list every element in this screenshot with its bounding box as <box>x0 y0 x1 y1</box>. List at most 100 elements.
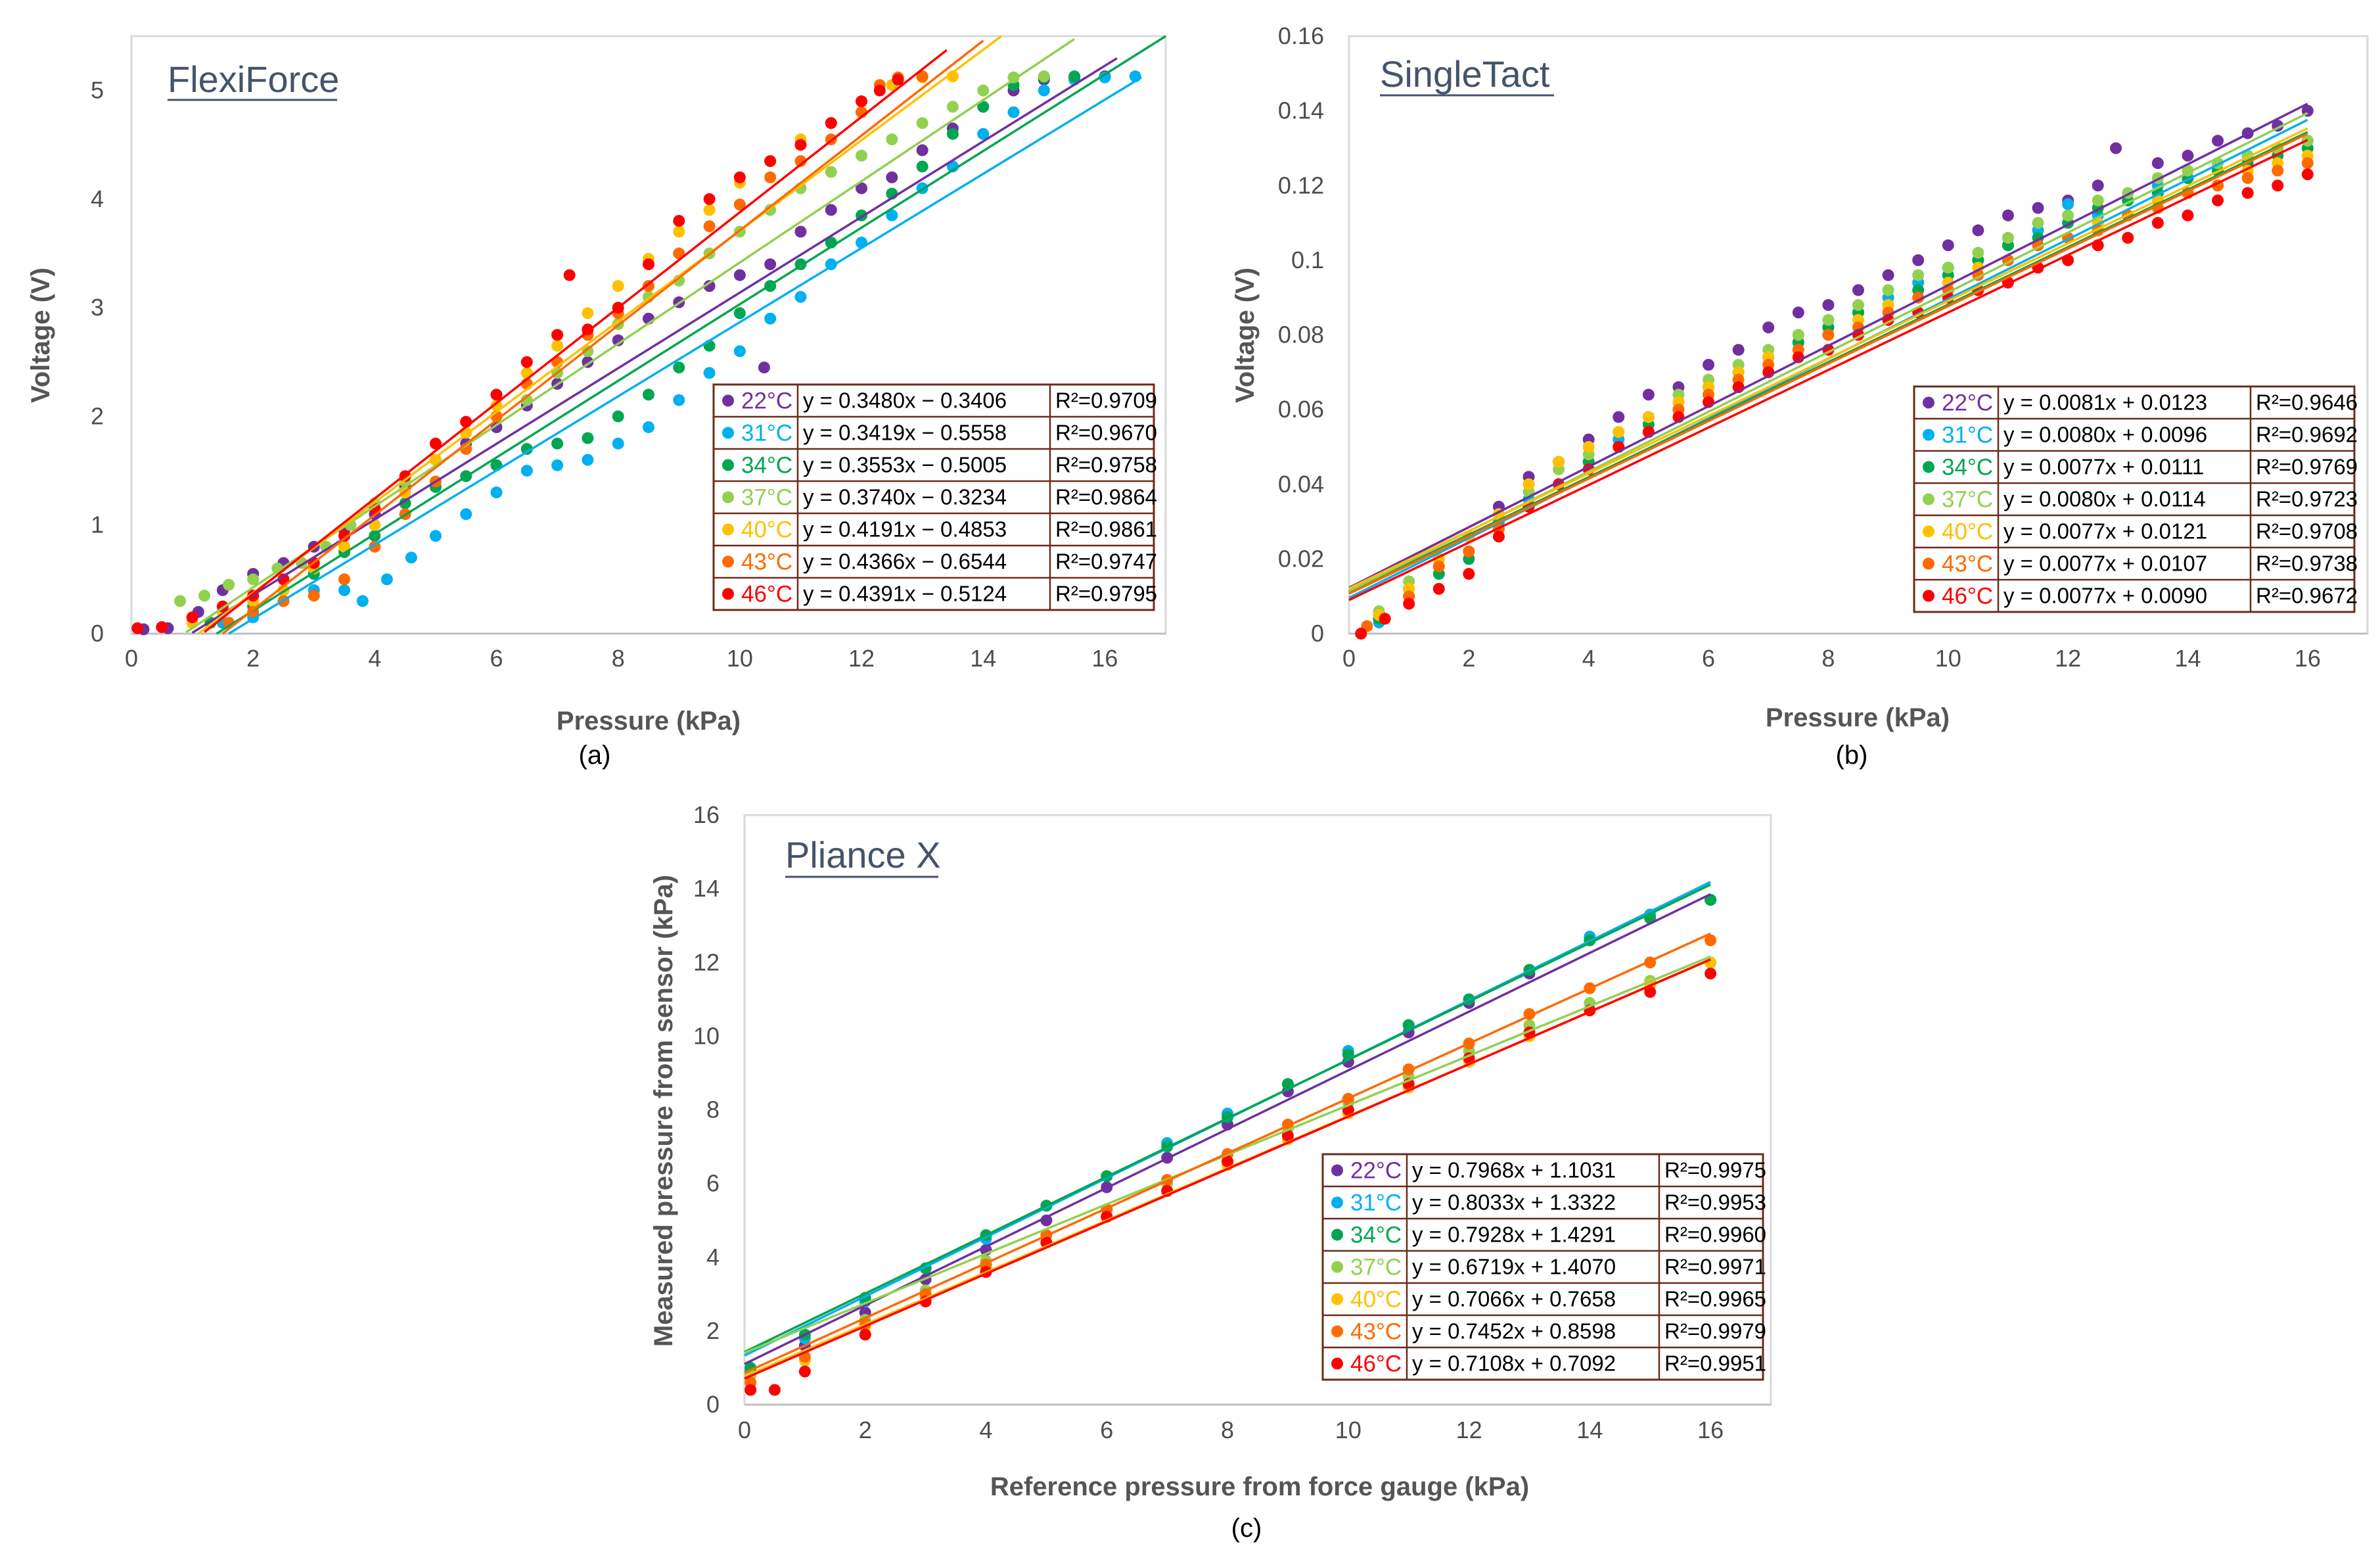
data-point <box>2301 157 2314 170</box>
x-tick-label: 12 <box>848 645 875 672</box>
x-tick-label: 2 <box>859 1416 872 1443</box>
data-point <box>1613 411 1625 423</box>
legend-series-name: 22°C <box>741 388 792 414</box>
data-point <box>429 530 442 542</box>
data-point <box>1492 530 1505 543</box>
legend-series-name: 46°C <box>1350 1351 1402 1377</box>
data-point <box>1705 934 1717 947</box>
legend-equation: y = 0.0081x + 0.0123 <box>2003 390 2207 415</box>
x-tick-label: 2 <box>246 645 260 672</box>
data-point <box>643 258 654 271</box>
data-point <box>1281 1129 1294 1142</box>
data-point <box>2092 179 2104 192</box>
x-tick-label: 12 <box>1456 1416 1482 1443</box>
legend-series-name: 37°C <box>741 485 792 511</box>
data-point <box>1972 246 1984 259</box>
data-point <box>2002 209 2014 222</box>
data-point <box>2212 135 2224 147</box>
legend-series-name: 43°C <box>1350 1319 1402 1345</box>
data-point <box>612 334 624 346</box>
data-point <box>2241 187 2254 199</box>
data-point <box>643 280 654 292</box>
data-point <box>794 291 807 303</box>
x-tick-labels: 0 2 4 6 8 10 12 14 16 <box>1342 645 2321 672</box>
data-point <box>551 459 564 471</box>
data-point <box>1822 329 1835 341</box>
data-point <box>764 258 777 271</box>
y-tick-label: 2 <box>706 1317 720 1344</box>
data-point <box>1038 84 1050 97</box>
x-tick-label: 10 <box>1335 1416 1362 1443</box>
trend-line <box>744 883 1711 1353</box>
y-tick-label: 1 <box>91 511 104 538</box>
data-point <box>405 551 417 564</box>
data-point <box>892 74 904 86</box>
x-axis-label: Pressure (kPa) <box>1766 703 1950 732</box>
data-point <box>2062 209 2074 222</box>
legend-series-name: 43°C <box>741 550 792 575</box>
chart-title: FlexiForce <box>168 58 339 100</box>
data-point <box>794 155 807 168</box>
legend-marker <box>1331 1164 1343 1177</box>
data-point <box>2182 209 2194 222</box>
legend-equation: y = 0.0077x + 0.0090 <box>2003 584 2207 608</box>
data-point <box>460 508 472 521</box>
x-tick-label: 8 <box>1221 1416 1234 1443</box>
legend-r-squared: R²=0.9723 <box>2256 487 2358 511</box>
legend-r-squared: R²=0.9747 <box>1055 550 1157 574</box>
legend-marker <box>1331 1228 1343 1241</box>
data-point <box>380 573 393 586</box>
legend-r-squared: R²=0.9979 <box>1664 1319 1766 1344</box>
data-point <box>794 139 807 151</box>
y-tick-labels: 0 1 2 3 4 5 <box>91 77 104 647</box>
y-tick-label: 5 <box>91 77 104 104</box>
panel-caption: (a) <box>579 741 611 770</box>
legend-r-squared: R²=0.9758 <box>1055 453 1157 477</box>
data-point <box>612 280 624 292</box>
trend-lines <box>1348 103 2308 601</box>
data-point <box>1099 71 1111 83</box>
trend-line <box>1348 132 2308 595</box>
x-tick-label: 2 <box>1462 645 1475 672</box>
legend-marker <box>1331 1357 1343 1370</box>
legend-equation: y = 0.4191x − 0.4853 <box>803 517 1007 542</box>
data-point <box>356 595 369 607</box>
legend-r-squared: R²=0.9960 <box>1664 1223 1766 1247</box>
x-tick-label: 6 <box>1702 645 1715 672</box>
legend-marker <box>1923 525 1934 538</box>
legend-series-name: 46°C <box>741 582 792 607</box>
data-point <box>520 356 533 368</box>
data-point <box>977 84 990 97</box>
y-axis-label: Voltage (V) <box>1231 268 1260 403</box>
data-point <box>2182 149 2194 162</box>
data-point <box>873 84 886 97</box>
legend-marker <box>1331 1325 1343 1338</box>
data-point <box>1642 388 1655 401</box>
data-point <box>977 101 990 113</box>
x-tick-label: 4 <box>368 645 381 672</box>
data-point <box>1432 560 1445 573</box>
data-point <box>1222 1155 1234 1167</box>
trend-line <box>1348 127 2308 590</box>
legend-series-name: 37°C <box>1942 487 1993 513</box>
legend-marker <box>1331 1293 1343 1305</box>
data-point <box>859 1328 871 1341</box>
x-tick-label: 16 <box>1091 645 1118 672</box>
data-point <box>916 144 928 156</box>
data-point <box>916 117 928 129</box>
panel-singletact: 0 2 4 6 8 10 12 14 16 0 0.02 0.04 0.06 0.08 0.1 0.12 0.… <box>1231 22 2369 770</box>
data-point <box>916 160 928 173</box>
data-point <box>2301 168 2314 181</box>
x-tick-label: 0 <box>738 1416 751 1443</box>
legend-series-name: 31°C <box>741 421 792 446</box>
trend-line <box>197 35 1003 635</box>
legend-equation: y = 0.7452x + 0.8598 <box>1412 1319 1616 1344</box>
data-point <box>1644 986 1657 998</box>
chart-title: SingleTact <box>1380 53 1550 95</box>
data-point <box>2151 217 2164 229</box>
legend-r-squared: R²=0.9965 <box>1664 1287 1766 1311</box>
legend-equation: y = 0.4391x − 0.5124 <box>803 582 1007 606</box>
legend: 22°C y = 0.3480x − 0.3406 R²=0.9709 31°C y =… <box>712 383 1157 611</box>
data-point <box>1703 358 1715 371</box>
data-point <box>1642 411 1655 423</box>
